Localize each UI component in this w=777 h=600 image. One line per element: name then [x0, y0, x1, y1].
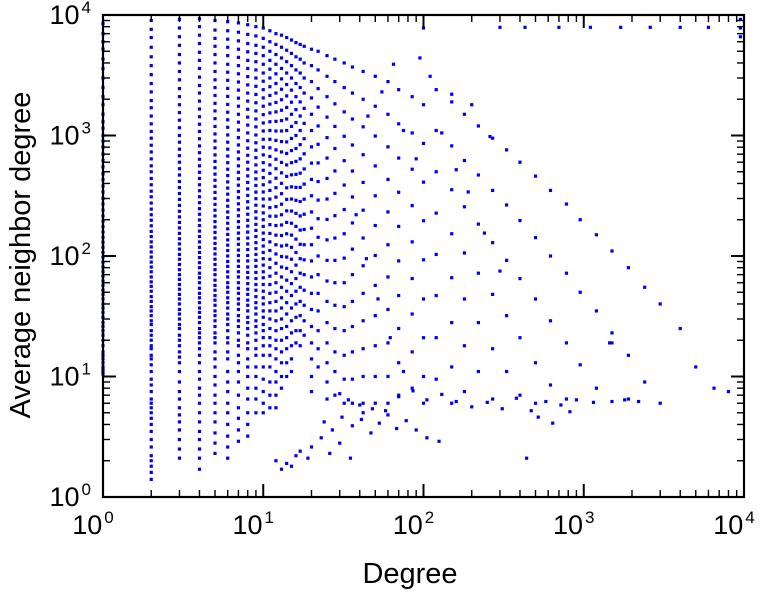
svg-text:102: 10 2	[393, 508, 435, 540]
data-points-layer	[101, 17, 743, 481]
axis-tick-labels-layer: 10 0 10 1 10 2 10 3 10 4 10 0 10 1 10 2 10 3 10 4	[49, 0, 754, 540]
svg-text:101: 10 1	[232, 508, 274, 540]
svg-text:104: 10 4	[49, 0, 91, 30]
y-axis-title: Average neighbor degree	[5, 92, 37, 419]
svg-text:102: 10 2	[49, 239, 91, 271]
x-axis-title: Degree	[362, 558, 457, 590]
svg-text:Average neighbor degree: Average neighbor degree	[5, 92, 37, 419]
svg-text:103: 10 3	[553, 508, 595, 540]
svg-text:Degree: Degree	[362, 558, 457, 590]
svg-text:104: 10 4	[713, 508, 755, 540]
svg-text:100: 10 0	[49, 480, 91, 512]
svg-text:101: 10 1	[49, 360, 91, 392]
axis-ticks-layer	[102, 14, 745, 498]
svg-text:103: 10 3	[49, 119, 91, 151]
svg-text:100: 10 0	[72, 508, 114, 540]
